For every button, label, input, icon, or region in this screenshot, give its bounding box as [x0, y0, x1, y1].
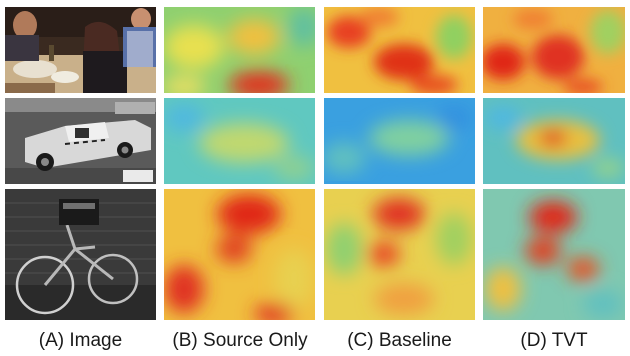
- image-dinner: [5, 7, 156, 93]
- caption-tvt: (D) TVT: [520, 330, 588, 351]
- image-bicycle: [5, 189, 156, 320]
- heatmap-baseline-dinner: [324, 7, 475, 93]
- image-tug: [5, 98, 156, 184]
- heatmap-baseline-tug: [324, 98, 475, 184]
- caption-image: (A) Image: [38, 330, 123, 351]
- caption-baseline: (C) Baseline: [347, 330, 452, 351]
- heatmap-source-only-bicycle: [164, 189, 315, 320]
- caption-source-only: (B) Source Only: [172, 330, 308, 351]
- heatmap-source-only-tug: [164, 98, 315, 184]
- airport-tug-vehicle-photo: [5, 98, 156, 184]
- heatmap-baseline-bicycle: [324, 189, 475, 320]
- people-dining-photo: [5, 7, 156, 93]
- heatmap-source-only-dinner: [164, 7, 315, 93]
- heatmap-tvt-bicycle: [483, 189, 625, 320]
- heatmap-tvt-dinner: [483, 7, 625, 93]
- heatmap-tvt-tug: [483, 98, 625, 184]
- bicycle-against-wall-photo: [5, 189, 156, 320]
